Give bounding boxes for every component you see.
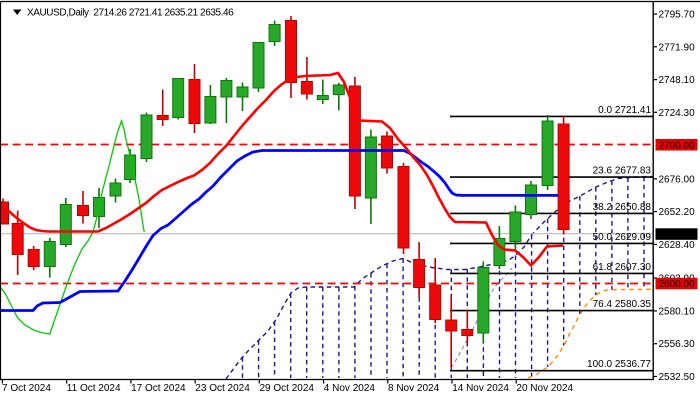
svg-text:2676.00: 2676.00 [659, 174, 696, 185]
svg-text:2748.10: 2748.10 [659, 75, 696, 86]
svg-text:100.0 2536.77: 100.0 2536.77 [587, 359, 651, 370]
svg-text:29 Oct 2024: 29 Oct 2024 [260, 383, 315, 394]
svg-text:38.2 2650.88: 38.2 2650.88 [593, 202, 652, 213]
svg-text:2635.46: 2635.46 [659, 230, 696, 241]
svg-text:76.4 2580.35: 76.4 2580.35 [593, 299, 652, 310]
svg-text:61.8 2607.30: 61.8 2607.30 [593, 262, 652, 273]
svg-text:50.0 2629.09: 50.0 2629.09 [593, 232, 652, 243]
svg-text:2580.10: 2580.10 [659, 306, 696, 317]
svg-text:4 Nov 2024: 4 Nov 2024 [324, 383, 376, 394]
svg-text:8 Nov 2024: 8 Nov 2024 [388, 383, 440, 394]
svg-text:2600.00: 2600.00 [659, 279, 696, 290]
svg-text:2771.90: 2771.90 [659, 42, 696, 53]
svg-text:23.6 2677.83: 23.6 2677.83 [593, 166, 652, 177]
svg-text:17 Oct 2024: 17 Oct 2024 [131, 383, 186, 394]
svg-text:14 Nov 2024: 14 Nov 2024 [452, 383, 509, 394]
svg-text:2795.70: 2795.70 [659, 10, 696, 21]
svg-text:2700.00: 2700.00 [659, 140, 696, 151]
svg-text:7 Oct 2024: 7 Oct 2024 [2, 383, 51, 394]
svg-text:0.0 2721.41: 0.0 2721.41 [598, 105, 651, 116]
svg-text:2556.30: 2556.30 [659, 339, 696, 350]
svg-text:XAUUSD,Daily 2714.26 2721.41: XAUUSD,Daily 2714.26 2721.41 2635.21 263… [27, 8, 234, 19]
svg-text:2532.50: 2532.50 [659, 372, 696, 383]
svg-text:20 Nov 2024: 20 Nov 2024 [516, 383, 573, 394]
svg-text:23 Oct 2024: 23 Oct 2024 [195, 383, 250, 394]
svg-text:2724.30: 2724.30 [659, 108, 696, 119]
svg-text:2652.20: 2652.20 [659, 207, 696, 218]
svg-text:2628.40: 2628.40 [659, 240, 696, 251]
svg-text:11 Oct 2024: 11 Oct 2024 [67, 383, 121, 394]
